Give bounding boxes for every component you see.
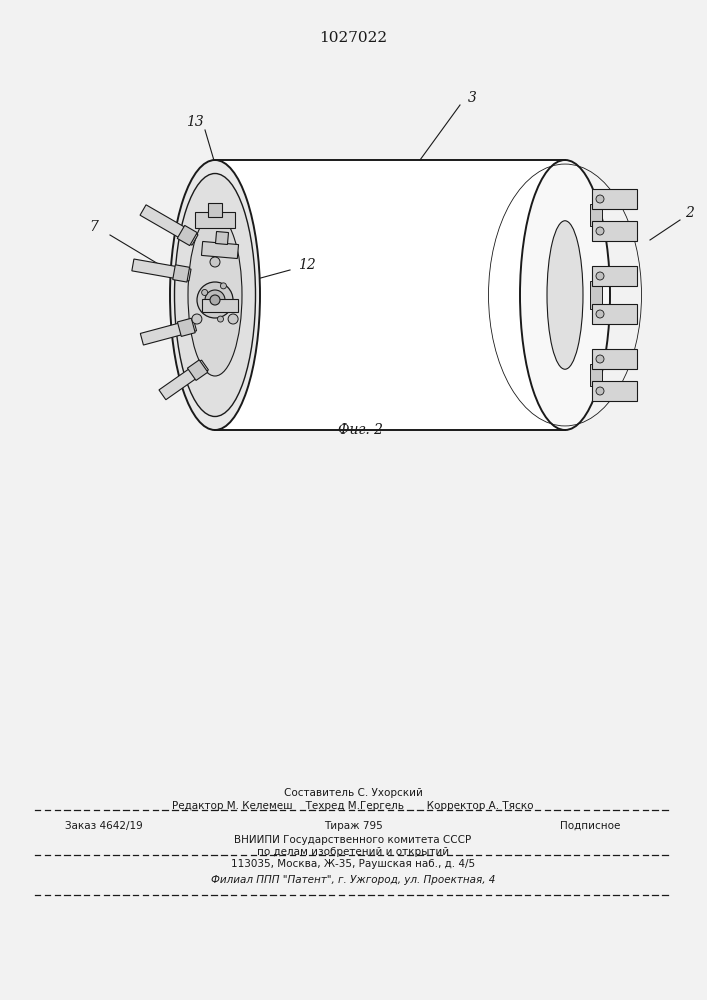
Circle shape	[596, 195, 604, 203]
Polygon shape	[590, 281, 602, 309]
Text: 13: 13	[186, 115, 204, 129]
Polygon shape	[592, 304, 637, 324]
Circle shape	[197, 282, 233, 318]
Polygon shape	[177, 318, 195, 336]
Polygon shape	[215, 160, 565, 430]
Text: 12: 12	[298, 258, 316, 272]
Polygon shape	[140, 319, 197, 345]
Circle shape	[218, 316, 223, 322]
Text: 113035, Москва, Ж-35, Раушская наб., д. 4/5: 113035, Москва, Ж-35, Раушская наб., д. …	[231, 859, 475, 869]
Text: 1027022: 1027022	[319, 31, 387, 45]
Circle shape	[596, 272, 604, 280]
Polygon shape	[173, 265, 189, 282]
Text: 2: 2	[685, 206, 694, 220]
Text: Тираж 795: Тираж 795	[324, 821, 382, 831]
Polygon shape	[216, 231, 228, 245]
Polygon shape	[177, 225, 197, 246]
Polygon shape	[201, 241, 238, 259]
Text: Фиг. 2: Фиг. 2	[337, 423, 382, 437]
Polygon shape	[140, 205, 198, 245]
Text: ВНИИПИ Государственного комитета СССР: ВНИИПИ Государственного комитета СССР	[235, 835, 472, 845]
Polygon shape	[592, 266, 637, 286]
Text: 7: 7	[89, 220, 98, 234]
Circle shape	[596, 387, 604, 395]
Ellipse shape	[175, 174, 255, 416]
Circle shape	[210, 257, 220, 267]
Circle shape	[205, 290, 225, 310]
Polygon shape	[132, 259, 191, 281]
Polygon shape	[592, 381, 637, 401]
Polygon shape	[195, 212, 235, 228]
Polygon shape	[208, 203, 222, 217]
Text: Подписное: Подписное	[560, 821, 620, 831]
Ellipse shape	[188, 214, 242, 376]
Polygon shape	[592, 221, 637, 241]
Text: Заказ 4642/19: Заказ 4642/19	[65, 821, 143, 831]
Ellipse shape	[520, 160, 610, 430]
Polygon shape	[159, 360, 209, 400]
Text: Составитель С. Ухорский: Составитель С. Ухорский	[284, 788, 423, 798]
Circle shape	[210, 295, 220, 305]
Circle shape	[596, 355, 604, 363]
Ellipse shape	[170, 160, 260, 430]
Circle shape	[221, 283, 226, 289]
Polygon shape	[592, 349, 637, 369]
Polygon shape	[202, 298, 238, 312]
Text: 3: 3	[468, 91, 477, 105]
Polygon shape	[590, 204, 602, 226]
Polygon shape	[187, 360, 208, 380]
Circle shape	[192, 314, 202, 324]
Text: по делам изобретений и открытий: по делам изобретений и открытий	[257, 847, 449, 857]
Text: Редактор М. Келемеш    Техред М.Гергель       Корректор А. Тяско: Редактор М. Келемеш Техред М.Гергель Кор…	[173, 801, 534, 811]
Circle shape	[201, 289, 208, 295]
Ellipse shape	[547, 221, 583, 369]
Text: Филиал ППП "Патент", г. Ужгород, ул. Проектная, 4: Филиал ППП "Патент", г. Ужгород, ул. Про…	[211, 875, 495, 885]
Polygon shape	[590, 364, 602, 386]
Polygon shape	[592, 189, 637, 209]
Circle shape	[228, 314, 238, 324]
Circle shape	[596, 310, 604, 318]
Circle shape	[596, 227, 604, 235]
